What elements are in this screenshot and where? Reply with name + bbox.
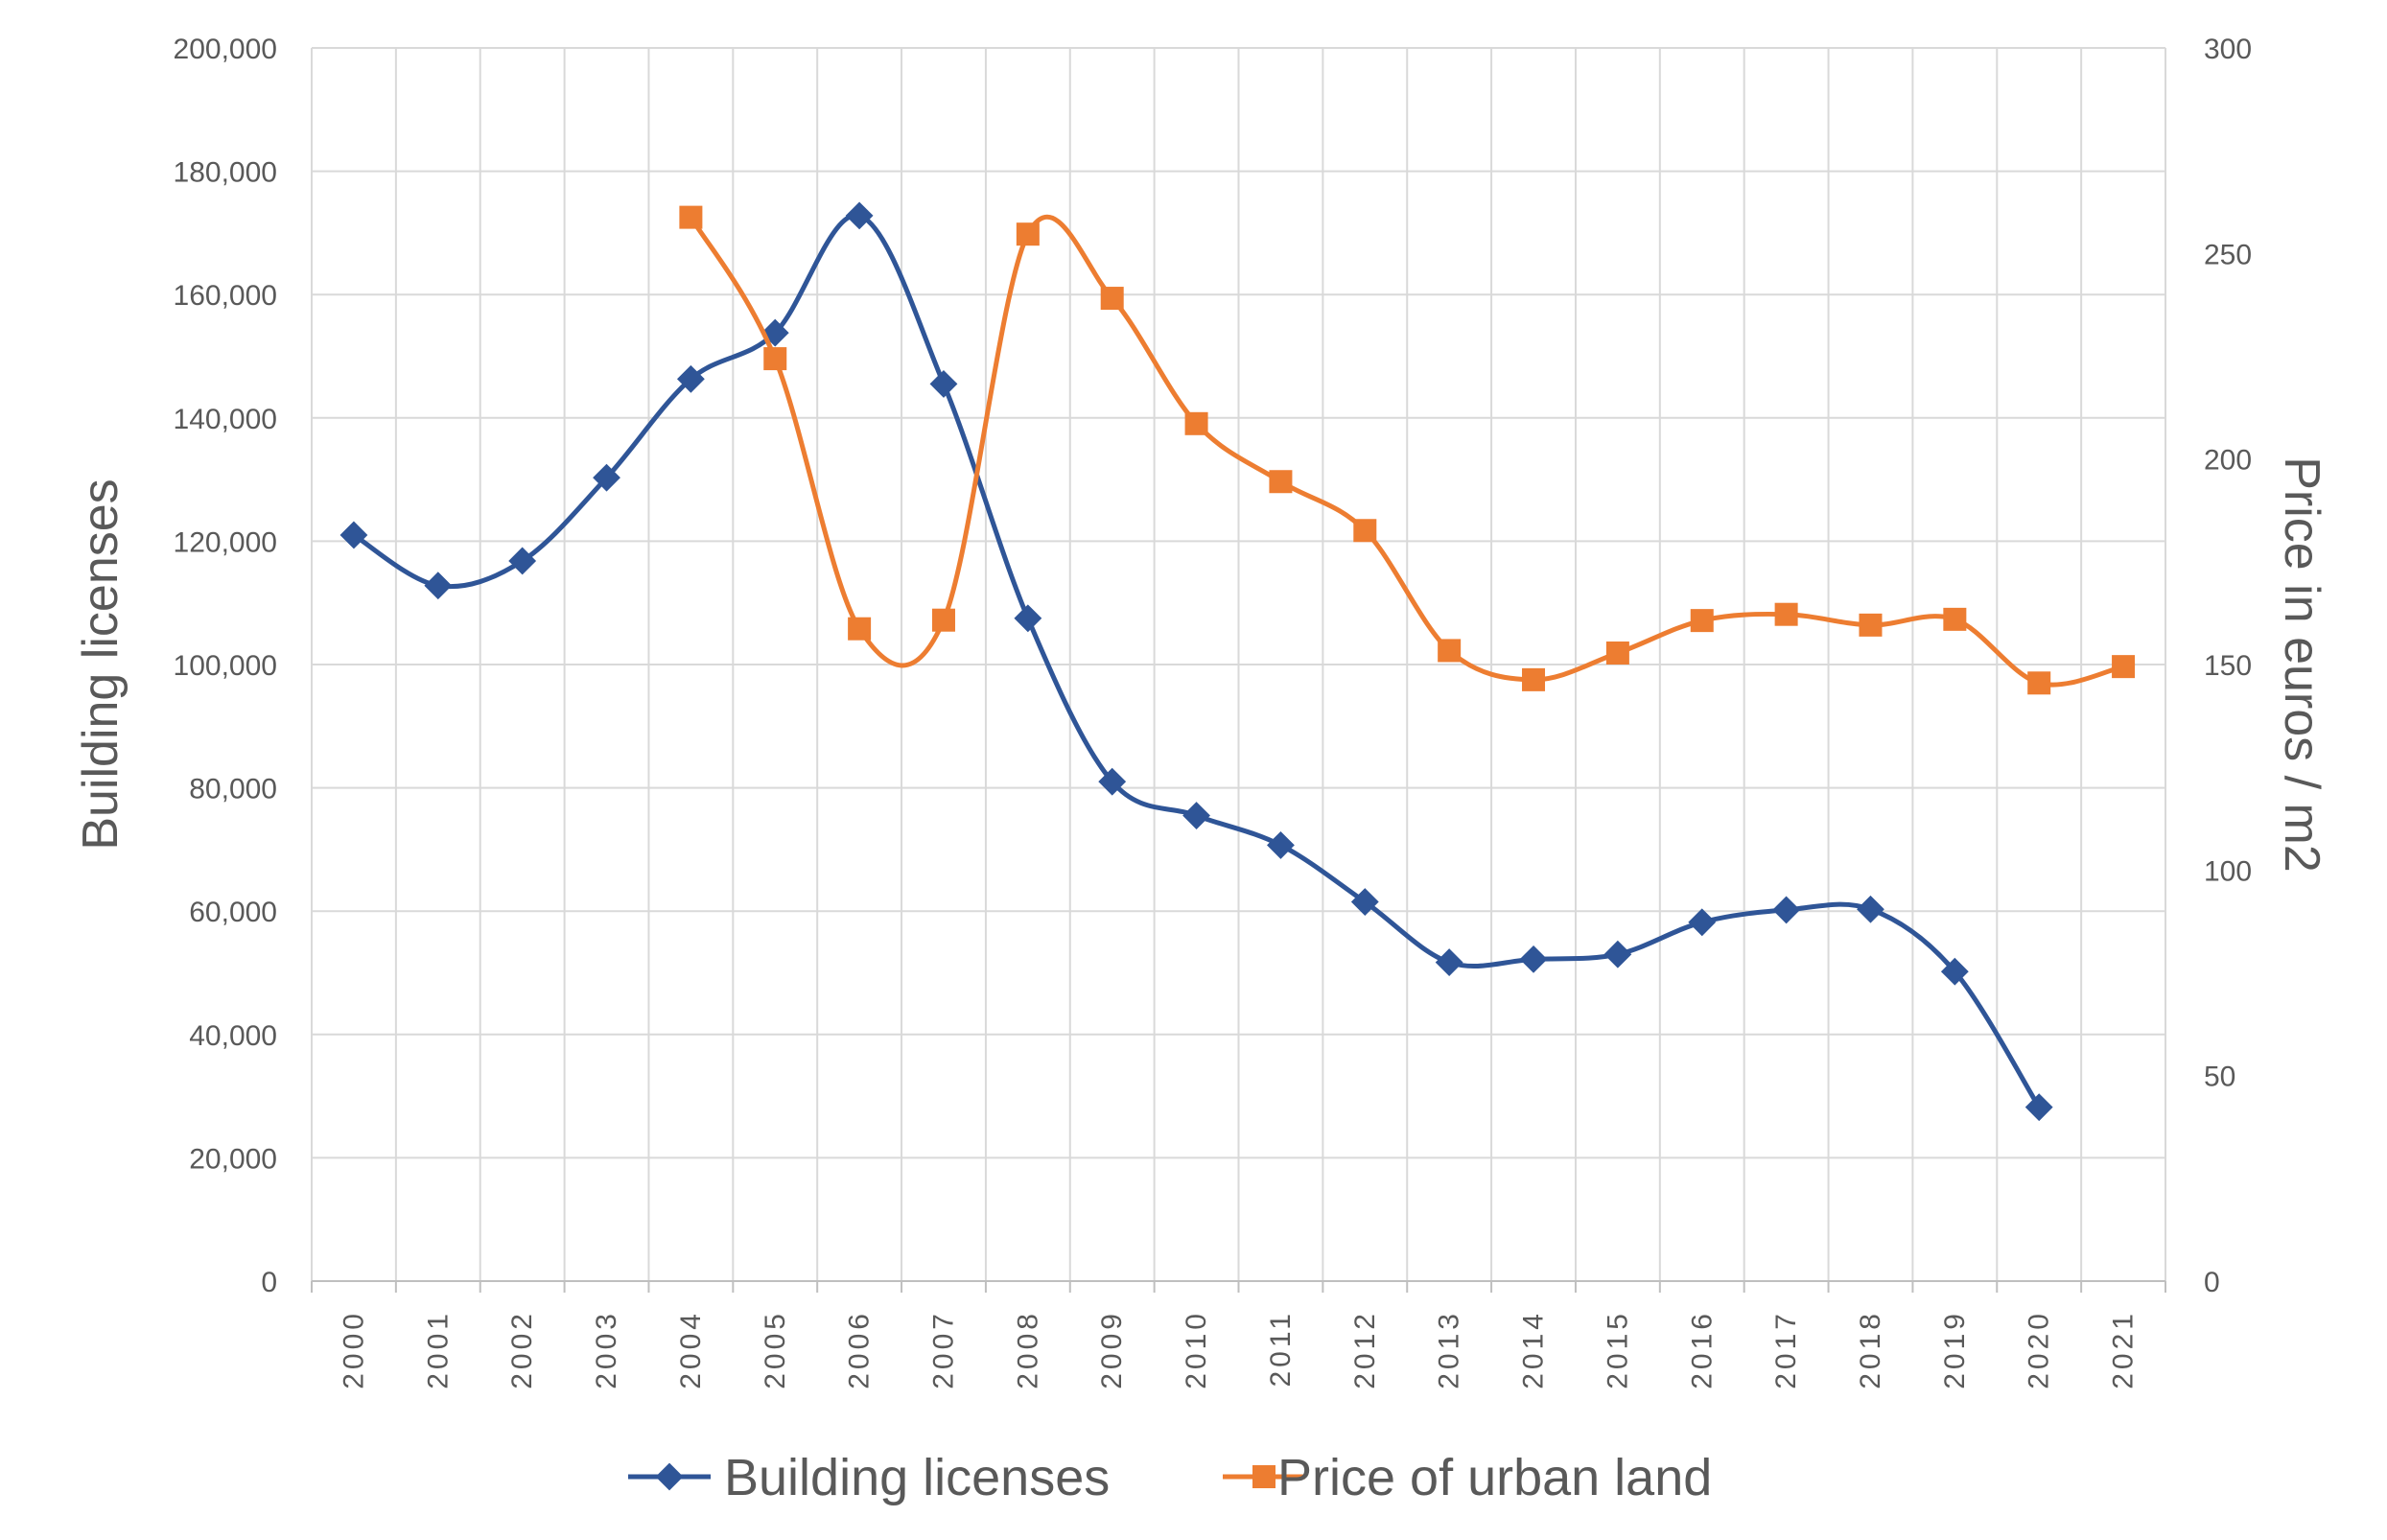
data-point-building-licenses bbox=[508, 547, 537, 575]
data-point-building-licenses bbox=[676, 364, 705, 393]
x-tick-label: 2013 bbox=[1434, 1310, 1465, 1389]
right-tick-label: 150 bbox=[2204, 650, 2252, 682]
data-point-price-of-urban-land bbox=[1100, 287, 1124, 311]
data-point-price-of-urban-land bbox=[1605, 641, 1629, 665]
data-point-building-licenses bbox=[424, 572, 453, 600]
right-tick-label: 300 bbox=[2204, 34, 2252, 65]
data-point-price-of-urban-land bbox=[679, 205, 703, 229]
data-point-price-of-urban-land bbox=[763, 347, 787, 371]
left-tick-label: 160,000 bbox=[174, 280, 277, 312]
right-tick-label: 0 bbox=[2204, 1267, 2220, 1298]
axes bbox=[311, 1280, 2166, 1293]
data-point-price-of-urban-land bbox=[2112, 655, 2136, 679]
left-tick-label: 20,000 bbox=[189, 1143, 277, 1175]
series-line-building-licenses bbox=[351, 213, 2042, 1110]
grid bbox=[311, 47, 2166, 1282]
data-point-price-of-urban-land bbox=[1269, 470, 1293, 494]
left-axis-ticks: 0 20,000 40,000 60,000 80,000 100,000 120,000 1… bbox=[174, 34, 277, 1298]
data-point-price-of-urban-land bbox=[1859, 613, 1883, 637]
x-tick-label: 2021 bbox=[2108, 1310, 2140, 1389]
data-point-building-licenses bbox=[2024, 1093, 2053, 1122]
data-point-building-licenses bbox=[845, 201, 874, 230]
x-tick-label: 2008 bbox=[1012, 1310, 1043, 1389]
legend-label: Price of urban land bbox=[1277, 1449, 1712, 1506]
left-tick-label: 180,000 bbox=[174, 157, 277, 189]
data-point-building-licenses bbox=[1350, 888, 1379, 916]
data-point-building-licenses bbox=[1435, 948, 1463, 976]
data-point-building-licenses bbox=[1098, 767, 1127, 796]
data-point-building-licenses bbox=[1857, 895, 1884, 923]
x-tick-label: 2010 bbox=[1181, 1310, 1212, 1389]
series-line-price-of-urban-land bbox=[688, 214, 2126, 688]
x-tick-label: 2000 bbox=[338, 1310, 369, 1389]
data-point-building-licenses bbox=[1014, 604, 1042, 633]
x-tick-label: 2009 bbox=[1096, 1310, 1128, 1389]
left-tick-label: 200,000 bbox=[174, 34, 277, 65]
left-axis-title: Building licenses bbox=[73, 478, 129, 850]
data-point-price-of-urban-land bbox=[1774, 602, 1798, 626]
x-tick-label: 2006 bbox=[844, 1310, 876, 1389]
data-point-price-of-urban-land bbox=[1438, 639, 1462, 663]
left-tick-label: 120,000 bbox=[174, 526, 277, 558]
left-tick-label: 0 bbox=[261, 1267, 277, 1298]
right-tick-label: 50 bbox=[2204, 1062, 2235, 1093]
data-point-price-of-urban-land bbox=[848, 617, 872, 641]
x-tick-label: 2004 bbox=[675, 1310, 707, 1389]
x-tick-label: 2005 bbox=[760, 1310, 791, 1389]
data-point-price-of-urban-land bbox=[1353, 519, 1377, 543]
data-point-building-licenses bbox=[1772, 896, 1801, 924]
left-tick-label: 140,000 bbox=[174, 404, 277, 435]
x-tick-label: 2007 bbox=[927, 1310, 959, 1389]
x-axis-ticks: 2000 2001 2002 2003 2004 2005 2006 2007 2008 2009… bbox=[338, 1310, 2139, 1389]
legend-label: Building licenses bbox=[724, 1449, 1110, 1506]
right-axis-title: Price in euros / m2 bbox=[2274, 456, 2329, 873]
x-tick-label: 2015 bbox=[1602, 1310, 1633, 1389]
data-point-building-licenses bbox=[1940, 957, 1969, 986]
left-tick-label: 60,000 bbox=[189, 897, 277, 928]
data-point-price-of-urban-land bbox=[1522, 667, 1546, 691]
x-tick-label: 2017 bbox=[1770, 1310, 1802, 1389]
data-point-building-licenses bbox=[339, 521, 368, 549]
legend: Building licenses Price of urban land bbox=[628, 1449, 1712, 1506]
data-point-building-licenses bbox=[1603, 940, 1632, 968]
series bbox=[339, 201, 2136, 1122]
x-tick-label: 2002 bbox=[506, 1310, 538, 1389]
data-point-price-of-urban-land bbox=[2027, 671, 2051, 695]
legend-marker bbox=[1252, 1465, 1275, 1488]
data-point-building-licenses bbox=[1519, 945, 1548, 973]
right-tick-label: 200 bbox=[2204, 445, 2252, 477]
data-point-price-of-urban-land bbox=[1184, 411, 1208, 435]
x-tick-label: 2012 bbox=[1349, 1310, 1381, 1389]
x-tick-label: 2001 bbox=[422, 1310, 454, 1389]
data-point-building-licenses bbox=[1267, 830, 1295, 859]
data-point-price-of-urban-land bbox=[931, 608, 955, 632]
x-tick-label: 2014 bbox=[1518, 1310, 1550, 1389]
left-tick-label: 100,000 bbox=[174, 650, 277, 682]
x-tick-label: 2018 bbox=[1855, 1310, 1886, 1389]
left-tick-label: 80,000 bbox=[189, 774, 277, 805]
right-tick-label: 100 bbox=[2204, 855, 2252, 887]
x-tick-label: 2019 bbox=[1939, 1310, 1971, 1389]
right-tick-label: 250 bbox=[2204, 239, 2252, 270]
data-point-building-licenses bbox=[1688, 908, 1717, 937]
right-axis-ticks: 0 50 100 150 200 250 300 bbox=[2204, 34, 2252, 1298]
x-tick-label: 2003 bbox=[591, 1310, 622, 1389]
data-point-price-of-urban-land bbox=[1943, 607, 1967, 631]
x-tick-label: 2020 bbox=[2024, 1310, 2055, 1389]
data-point-price-of-urban-land bbox=[1690, 609, 1714, 633]
data-point-building-licenses bbox=[593, 463, 620, 492]
left-tick-label: 40,000 bbox=[189, 1020, 277, 1052]
data-point-building-licenses bbox=[929, 370, 958, 398]
data-point-building-licenses bbox=[1182, 802, 1210, 829]
legend-marker bbox=[655, 1462, 684, 1491]
data-point-price-of-urban-land bbox=[1016, 222, 1040, 246]
x-tick-label: 2016 bbox=[1686, 1310, 1718, 1389]
x-tick-label: 2011 bbox=[1265, 1310, 1297, 1388]
